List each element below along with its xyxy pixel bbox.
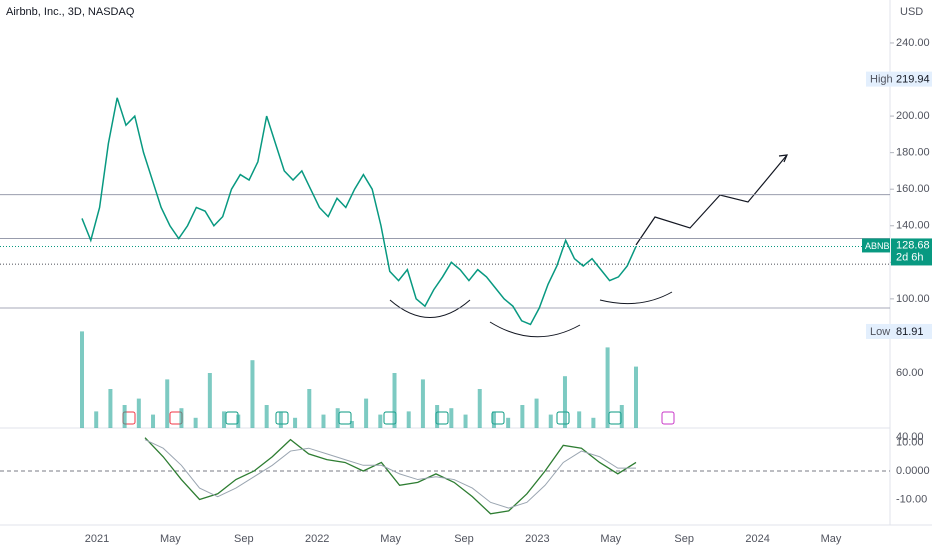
y-tick-label: 180.00 [896,147,930,159]
volume-bar [477,389,482,428]
volume-bar [520,405,525,428]
volume-bar [207,373,212,428]
last-badge [862,238,890,253]
volume-bar [619,405,624,428]
x-tick-label: May [380,533,401,545]
y-tick-label: 200.00 [896,110,930,122]
last-name: ABNB [865,241,890,251]
chart-title: Airbnb, Inc., 3D, NASDAQ [6,6,135,18]
macd-tick-label: 10.00 [896,436,924,448]
volume-bar [392,373,397,428]
pattern-curve [489,321,581,338]
macd-tick-label: 0.0000 [896,465,930,477]
volume-bar [236,414,241,428]
volume-bar [122,405,127,428]
volume-bar [577,411,582,428]
volume-bar [605,347,610,428]
volume-bar [449,408,454,428]
volume-bar [349,421,354,428]
volume-bar [406,411,411,428]
volume-tick-label: 40.00 [896,431,924,443]
y-tick-label: 140.00 [896,220,930,232]
currency: USD [900,6,923,18]
price-line [81,97,637,326]
volume-bar [534,398,539,428]
low-label: Low [870,326,890,338]
volume-bar [250,360,255,428]
pattern-curve [389,299,471,318]
volume-bar [378,414,383,428]
high-badge [866,71,932,87]
volume-bar [506,417,511,428]
pattern-curve [599,291,673,305]
arrow-head [778,154,788,163]
volume-bar [634,366,638,428]
y-tick-label: 100.00 [896,293,930,305]
volume-bar [548,414,553,428]
volume-bar [165,379,170,428]
macd-line [144,439,636,509]
volume-bar [136,398,141,428]
volume-bar [222,411,227,428]
countdown: 2d 6h [896,251,924,263]
volume-bar [108,389,113,428]
volume-bar [591,417,596,428]
volume-bar [420,379,425,428]
volume-bar [293,417,298,428]
volume-bar [278,411,283,428]
y-tick-label: 240.00 [896,37,930,49]
low-value: 81.91 [896,326,924,338]
projection-arrow [635,154,788,246]
y-tick-label: 160.00 [896,183,930,195]
volume-bar [562,376,567,428]
volume-bar [335,408,340,428]
earnings-icon[interactable] [608,411,622,425]
high-label: High [870,74,893,86]
x-tick-label: 2022 [305,533,329,545]
x-tick-label: May [160,533,181,545]
low-badge [866,323,932,339]
volume-bar [264,405,269,428]
volume-bar [491,411,496,428]
earnings-icon[interactable] [225,411,239,425]
volume-bar [151,414,156,428]
volume-bar [364,398,369,428]
high-value: 219.94 [896,74,930,86]
volume-bar [193,417,198,428]
x-tick-label: 2021 [85,533,109,545]
volume-bar [94,411,99,428]
x-tick-label: 2023 [525,533,549,545]
last-price: 128.68 [896,239,930,251]
earnings-icon[interactable] [661,411,675,425]
volume-tick-label: 60.00 [896,367,924,379]
volume-bar [307,389,312,428]
x-tick-label: Sep [454,533,474,545]
macd-tick-label: -10.00 [896,493,927,505]
volume-bar [80,331,84,428]
volume-bar [435,405,440,428]
x-tick-label: Sep [234,533,254,545]
x-tick-label: May [821,533,842,545]
earnings-icon[interactable] [338,411,352,425]
x-tick-label: 2024 [745,533,769,545]
x-tick-label: May [600,533,621,545]
price-badge [891,238,932,266]
volume-bar [321,414,326,428]
x-tick-label: Sep [674,533,694,545]
volume-bar [463,414,468,428]
volume-bar [179,408,184,428]
macd-line [144,437,637,515]
